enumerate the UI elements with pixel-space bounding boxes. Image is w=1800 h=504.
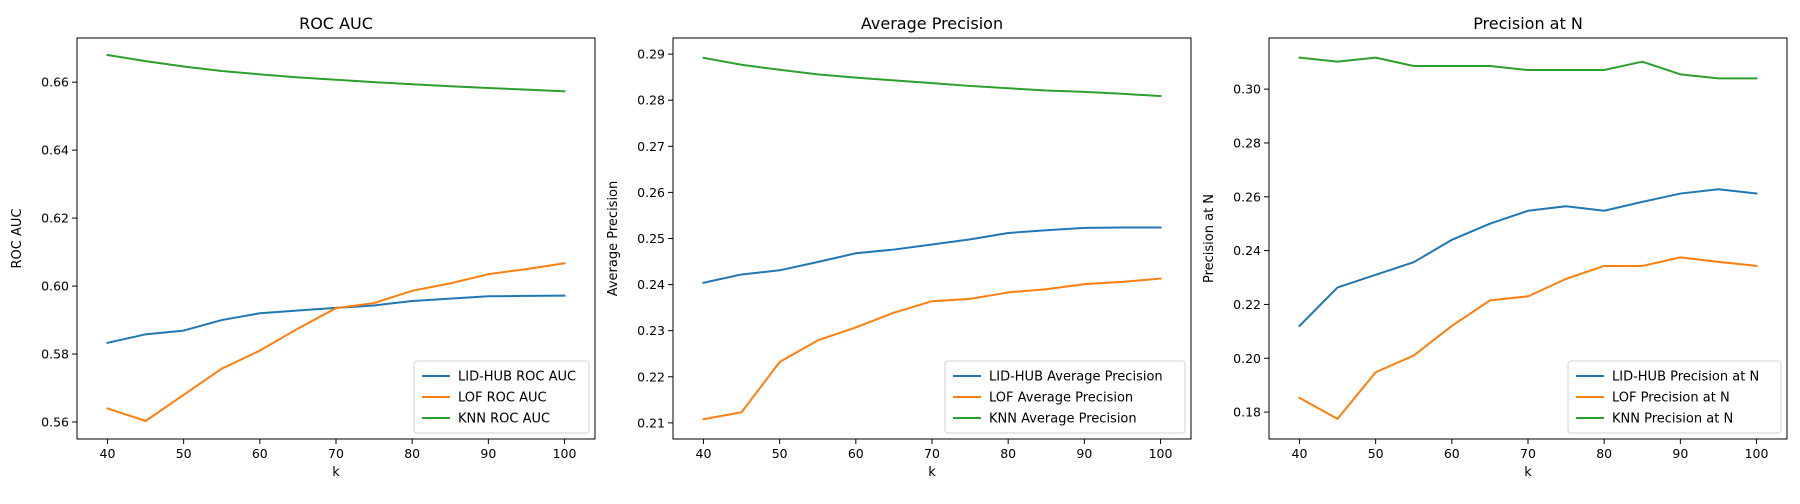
x-tick-label: 70: [924, 446, 940, 461]
legend: LID-HUB Average Precision LOF Average Pre…: [944, 360, 1186, 434]
series-line-3: [1298, 56, 1758, 80]
y-tick-label: 0.22: [1233, 297, 1261, 312]
x-axis-label: k: [1524, 465, 1532, 480]
y-tick-label: 0.21: [637, 415, 665, 430]
x-tick-label: 80: [1596, 446, 1612, 461]
series-line-1: [1298, 188, 1758, 328]
y-axis-label: Precision at N: [1202, 194, 1217, 283]
series-line-1: [106, 294, 566, 345]
series-group: [106, 53, 566, 422]
legend-label-1: LID-HUB ROC AUC: [458, 370, 576, 385]
series-line-1: [702, 226, 1162, 284]
x-tick-label: 50: [176, 446, 192, 461]
chart-title: Precision at N: [1473, 14, 1583, 33]
x-axis-label: k: [928, 465, 936, 480]
y-axis-label: Average Precision: [606, 181, 621, 297]
y-tick-label: 0.66: [41, 75, 69, 90]
chart-title: Average Precision: [861, 14, 1003, 33]
x-tick-label: 100: [1149, 446, 1173, 461]
series-group: [1298, 56, 1758, 420]
x-tick-label: 100: [1745, 446, 1769, 461]
chart-panel-2: 40 50 60 70 80 90 100 0.21 0.22 0.23 0.24 0.25 0.26 0…: [606, 14, 1192, 480]
legend-label-2: LOF Average Precision: [989, 391, 1133, 406]
legend-label-1: LID-HUB Average Precision: [989, 370, 1163, 385]
y-tick-label: 0.27: [637, 139, 665, 154]
series-line-3: [106, 53, 566, 93]
legend: LID-HUB ROC AUC LOF ROC AUC KNN ROC AUC: [413, 360, 590, 434]
legend-label-3: KNN Precision at N: [1612, 412, 1733, 427]
y-tick-label: 0.25: [637, 231, 665, 246]
legend-box: [413, 360, 590, 434]
x-tick-label: 40: [100, 446, 116, 461]
y-tick-label: 0.56: [41, 415, 69, 430]
series-line-2: [702, 277, 1162, 421]
y-tick-label: 0.24: [637, 277, 665, 292]
legend-label-2: LOF ROC AUC: [458, 391, 547, 406]
x-tick-label: 60: [848, 446, 864, 461]
x-tick-label: 70: [328, 446, 344, 461]
chart-panel-3: 40 50 60 70 80 90 100 0.18 0.20 0.22 0.24 0.26 0.28 0…: [1202, 14, 1788, 480]
x-tick-label: 80: [404, 446, 420, 461]
x-axis-label: k: [332, 465, 340, 480]
y-tick-label: 0.20: [1233, 351, 1261, 366]
legend-label-3: KNN ROC AUC: [458, 412, 550, 427]
y-axis-label: ROC AUC: [10, 209, 25, 269]
series-line-2: [106, 262, 566, 422]
x-tick-label: 90: [1076, 446, 1092, 461]
legend-box: [1567, 360, 1782, 434]
y-tick-label: 0.26: [637, 185, 665, 200]
y-tick-label: 0.23: [637, 323, 665, 338]
x-tick-label: 70: [1520, 446, 1536, 461]
series-line-2: [1298, 256, 1758, 420]
chart-title: ROC AUC: [299, 14, 373, 33]
y-tick-label: 0.30: [1233, 82, 1261, 97]
legend-label-1: LID-HUB Precision at N: [1612, 370, 1759, 385]
series-group: [702, 56, 1162, 421]
y-tick-label: 0.29: [637, 47, 665, 62]
chart-panel-1: 40 50 60 70 80 90 100 0.56 0.58 0.60 0.62 0.64 0.66 R…: [10, 14, 596, 480]
y-tick-label: 0.24: [1233, 243, 1261, 258]
x-tick-label: 80: [1000, 446, 1016, 461]
y-tick-label: 0.18: [1233, 405, 1261, 420]
y-tick-label: 0.22: [637, 369, 665, 384]
legend-box: [944, 360, 1186, 434]
y-tick-label: 0.28: [1233, 135, 1261, 150]
y-tick-label: 0.28: [637, 93, 665, 108]
x-tick-label: 100: [553, 446, 577, 461]
y-tick-label: 0.62: [41, 211, 69, 226]
legend-label-3: KNN Average Precision: [989, 412, 1137, 427]
x-tick-label: 50: [772, 446, 788, 461]
series-line-3: [702, 56, 1162, 98]
y-tick-label: 0.64: [41, 143, 69, 158]
x-tick-label: 60: [252, 446, 268, 461]
y-tick-label: 0.58: [41, 347, 69, 362]
x-tick-label: 90: [480, 446, 496, 461]
y-tick-label: 0.60: [41, 279, 69, 294]
x-tick-label: 60: [1444, 446, 1460, 461]
x-tick-label: 40: [696, 446, 712, 461]
legend: LID-HUB Precision at N LOF Precision at N…: [1567, 360, 1782, 434]
x-tick-label: 40: [1292, 446, 1308, 461]
x-tick-label: 90: [1672, 446, 1688, 461]
y-tick-label: 0.26: [1233, 189, 1261, 204]
legend-label-2: LOF Precision at N: [1612, 391, 1730, 406]
x-tick-label: 50: [1368, 446, 1384, 461]
